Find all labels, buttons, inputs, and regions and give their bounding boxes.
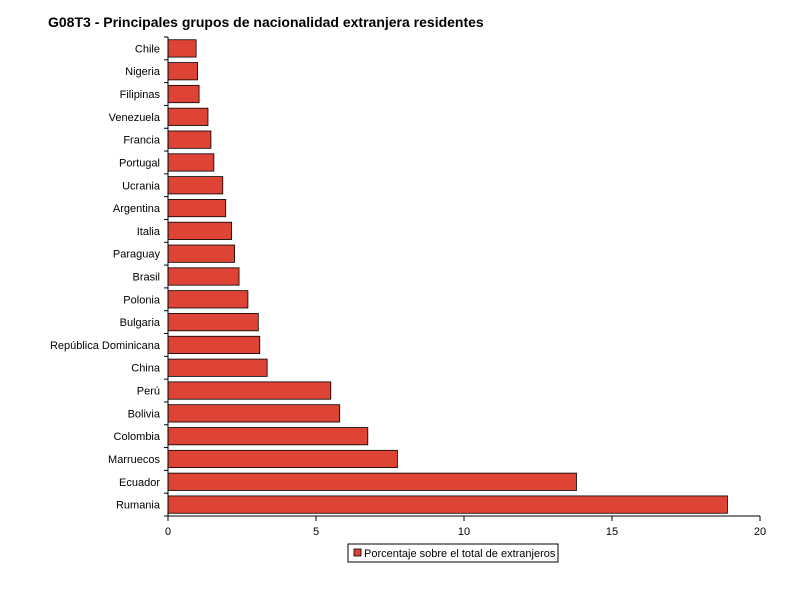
- bar-13: [167, 335, 261, 355]
- category-label-7: Argentina: [113, 203, 161, 215]
- x-tick-label-4: 20: [754, 526, 766, 538]
- bar-12: [167, 313, 259, 332]
- bar-10: [167, 267, 240, 286]
- category-label-10: Brasil: [132, 272, 160, 284]
- category-label-19: Ecuador: [119, 477, 160, 489]
- category-label-13: República Dominicana: [50, 340, 161, 352]
- category-label-20: Rumania: [116, 500, 161, 512]
- x-tick-labels: 0 5 10 15 20: [165, 526, 766, 538]
- bar-8: [167, 221, 233, 240]
- category-labels: Chile Nigeria Filipinas Venezuela Francia Por…: [50, 43, 161, 511]
- bars-group: [167, 39, 728, 514]
- bar-6: [167, 176, 224, 195]
- category-label-16: Bolivia: [128, 408, 161, 420]
- bar-11: [167, 290, 249, 309]
- category-label-0: Chile: [135, 43, 160, 55]
- bar-20: [167, 495, 728, 514]
- bar-17: [167, 427, 369, 446]
- bar-15: [167, 381, 332, 400]
- x-tick-label-0: 0: [165, 526, 171, 538]
- x-tick-label-2: 10: [458, 526, 470, 538]
- axes: [164, 36, 761, 521]
- category-label-17: Colombia: [114, 431, 161, 443]
- category-label-15: Perú: [137, 386, 160, 398]
- bar-0: [167, 39, 197, 58]
- x-tick-label-3: 15: [606, 526, 618, 538]
- chart-title: G08T3 - Principales grupos de nacionalid…: [48, 14, 484, 30]
- bar-7: [167, 198, 227, 218]
- bar-3: [167, 107, 209, 126]
- category-label-11: Polonia: [123, 294, 161, 306]
- category-label-8: Italia: [137, 226, 161, 238]
- category-label-3: Venezuela: [109, 112, 161, 124]
- bar-2: [167, 84, 200, 104]
- category-label-18: Marruecos: [108, 454, 160, 466]
- legend-box: [347, 543, 559, 563]
- legend-label: Porcentaje sobre el total de extranjeros: [364, 548, 556, 560]
- category-label-12: Bulgaria: [120, 317, 161, 329]
- bar-4: [167, 130, 212, 149]
- category-label-9: Paraguay: [113, 249, 161, 261]
- bar-14: [167, 358, 268, 377]
- category-label-5: Portugal: [119, 157, 160, 169]
- category-label-1: Nigeria: [125, 66, 161, 78]
- x-tick-label-1: 5: [313, 526, 319, 538]
- bar-5: [167, 153, 215, 172]
- legend: Porcentaje sobre el total de extranjeros: [347, 543, 559, 563]
- bar-9: [167, 244, 235, 263]
- category-label-14: China: [131, 363, 161, 375]
- bar-16: [167, 404, 341, 423]
- category-label-4: Francia: [123, 135, 161, 147]
- bar-19: [167, 472, 577, 491]
- bar-1: [167, 62, 199, 81]
- category-label-6: Ucrania: [122, 180, 161, 192]
- bar-18: [167, 449, 398, 469]
- legend-swatch: [353, 548, 362, 557]
- category-label-2: Filipinas: [120, 89, 161, 101]
